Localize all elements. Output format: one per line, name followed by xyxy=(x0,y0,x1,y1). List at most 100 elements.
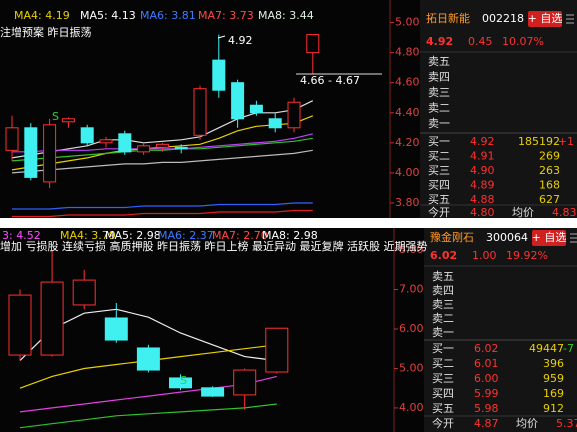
candle-body xyxy=(5,127,19,151)
bid-price: 4.89 xyxy=(470,179,495,192)
candle-body xyxy=(174,146,188,150)
ask-label: 卖三 xyxy=(428,86,450,99)
price-change: 1.00 xyxy=(472,249,497,262)
candle-body xyxy=(104,317,128,341)
bid-label: 买五 xyxy=(428,193,450,206)
legend-item: MA4: 4.19 xyxy=(14,9,70,22)
candle-body xyxy=(287,101,301,129)
legend-item: MA6: 3.81 xyxy=(140,9,196,22)
legend-item: MA7: 2.70 xyxy=(212,229,268,242)
bid-volume: 396 xyxy=(543,357,564,370)
price-change-pct: 10.07% xyxy=(502,35,544,48)
legend-item: MA8: 3.44 xyxy=(258,9,314,22)
bid-delta: -7 xyxy=(563,342,574,355)
candle-body xyxy=(155,143,169,148)
ma-line xyxy=(12,202,313,210)
annotation: 4.66 - 4.67 xyxy=(300,74,360,87)
y-tick-label: 4.00 xyxy=(399,401,424,414)
bid-volume: 185192 xyxy=(518,135,560,148)
y-tick-label: 5.00 xyxy=(395,16,420,29)
bid-price: 5.98 xyxy=(474,402,499,415)
avg-value: 4.83 xyxy=(552,206,577,219)
bid-volume: 912 xyxy=(543,402,564,415)
ask-label: 卖四 xyxy=(432,284,454,297)
menu-icon[interactable] xyxy=(566,14,574,24)
legend-item: MA5: 4.13 xyxy=(80,9,136,22)
watchlist-button-label[interactable]: + 自选 xyxy=(532,231,567,244)
bid-label: 买四 xyxy=(432,387,454,400)
price-change-pct: 19.92% xyxy=(506,249,548,262)
ask-label: 卖四 xyxy=(428,71,450,84)
watchlist-button-label[interactable]: + 自选 xyxy=(528,12,563,25)
open-value: 4.80 xyxy=(470,206,495,219)
avg-label: 均价 xyxy=(516,417,538,430)
watchlist-button[interactable] xyxy=(528,11,562,27)
y-tick-label: 3.80 xyxy=(395,196,420,209)
bid-label: 买二 xyxy=(428,150,450,163)
candle-body xyxy=(231,82,245,120)
ma-line xyxy=(12,209,313,218)
stock-code: 300064 xyxy=(486,231,528,244)
chart-area xyxy=(0,0,420,218)
bid-label: 买五 xyxy=(432,402,454,415)
candle-body xyxy=(43,124,57,183)
signal-tags: 增加 亏损股 连续亏损 高质押股 昨日振荡 昨日上榜 最近异动 最近复牌 活跃股… xyxy=(0,239,427,253)
y-tick-label: 4.20 xyxy=(395,136,420,149)
bid-volume: 168 xyxy=(539,179,560,192)
bid-price: 6.02 xyxy=(474,342,499,355)
candle-body xyxy=(233,369,257,396)
candle-body xyxy=(40,281,64,356)
candle-body xyxy=(306,34,320,54)
legend-item: MA6: 2.37 xyxy=(158,229,214,242)
bid-label: 买四 xyxy=(428,179,450,192)
candle-body xyxy=(249,104,263,114)
stock-code: 002218 xyxy=(482,12,524,25)
bid-price: 4.91 xyxy=(470,150,495,163)
candle-body xyxy=(193,88,207,136)
bid-price: 6.00 xyxy=(474,372,499,385)
bid-label: 买三 xyxy=(432,372,454,385)
candle-body xyxy=(169,377,192,389)
ask-label: 卖五 xyxy=(428,55,450,68)
candle-body xyxy=(212,59,226,91)
legend-item: MA7: 3.73 xyxy=(198,9,254,22)
bid-price: 6.01 xyxy=(474,357,499,370)
watchlist-button[interactable] xyxy=(532,230,566,246)
bid-label: 买三 xyxy=(428,164,450,177)
annotation: 4.92 xyxy=(228,34,253,47)
candle-body xyxy=(268,118,282,129)
legend-item: MA5: 2.98 xyxy=(105,229,161,242)
signal-tags: 注增预案 昨日振荡 xyxy=(0,25,92,39)
annotation-pointer xyxy=(217,35,226,39)
quote-panel xyxy=(424,228,577,432)
bid-volume: 269 xyxy=(539,150,560,163)
candle-body xyxy=(265,327,289,373)
bid-volume: 49447 xyxy=(529,342,564,355)
candle-body xyxy=(201,387,225,397)
ask-label: 卖一 xyxy=(432,326,454,339)
annotation: S xyxy=(52,110,59,123)
y-tick-label: 7.00 xyxy=(399,283,424,296)
candle-body xyxy=(137,145,151,153)
legend-item: MA8: 2.98 xyxy=(262,229,318,242)
ask-label: 卖二 xyxy=(432,312,454,325)
bid-volume: 263 xyxy=(539,164,560,177)
y-tick-label: 8.00 xyxy=(399,243,424,256)
ask-label: 卖一 xyxy=(428,117,450,130)
y-tick-label: 5.00 xyxy=(399,361,424,374)
candle-body xyxy=(8,294,32,356)
open-value: 4.87 xyxy=(474,417,499,430)
candle-body xyxy=(72,279,96,306)
last-price: 6.02 xyxy=(430,249,457,262)
bid-price: 5.99 xyxy=(474,387,499,400)
ask-label: 卖三 xyxy=(432,298,454,311)
bid-price: 4.90 xyxy=(470,164,495,177)
candle-body xyxy=(118,133,132,153)
bid-volume: 959 xyxy=(543,372,564,385)
bid-label: 买一 xyxy=(428,135,450,148)
candle-body xyxy=(80,127,94,144)
y-tick-label: 4.00 xyxy=(395,166,420,179)
avg-value: 5.37 xyxy=(556,417,577,430)
